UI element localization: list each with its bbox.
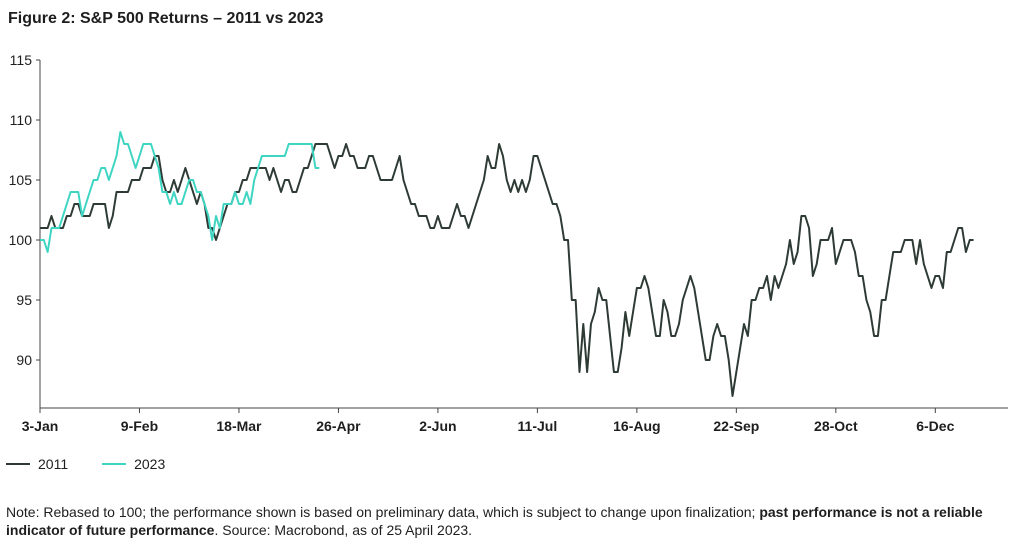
- legend-label: 2023: [134, 456, 166, 472]
- chart-title: Figure 2: S&P 500 Returns – 2011 vs 2023: [8, 10, 324, 27]
- legend-label: 2011: [38, 456, 69, 472]
- legend-swatch: [6, 463, 30, 465]
- series-line-2023: [40, 131, 320, 253]
- x-tick-label: 22-Sep: [713, 418, 759, 434]
- footnote: Note: Rebased to 100; the performance sh…: [6, 503, 1006, 539]
- y-tick-label: 110: [10, 112, 33, 128]
- y-tick-label: 105: [9, 172, 33, 188]
- note-bold: past performance is not a reliable indic…: [6, 504, 983, 538]
- legend-item-2011: 2011: [6, 456, 68, 472]
- y-tick-label: 115: [10, 52, 33, 68]
- note-suffix: . Source: Macrobond, as of 25 April 2023…: [214, 522, 473, 538]
- note-prefix: Note: Rebased to 100; the performance sh…: [6, 504, 760, 520]
- series-line-2011: [40, 143, 974, 397]
- x-tick-label: 6-Dec: [916, 418, 954, 434]
- x-tick-label: 16-Aug: [613, 418, 660, 434]
- axes: 90 95 100 105 110 115 3-Jan 9-Feb 18-Mar 26-Apr 2-…: [9, 52, 1008, 434]
- x-tick-label: 28-Oct: [814, 418, 858, 434]
- legend: 2011 2023: [6, 456, 165, 472]
- line-chart: 90 95 100 105 110 115 3-Jan 9-Feb 18-Mar 26-Apr 2-…: [9, 52, 1008, 434]
- legend-item-2023: 2023: [102, 456, 165, 472]
- x-tick-label: 9-Feb: [121, 418, 158, 434]
- x-tick-label: 11-Jul: [518, 418, 558, 434]
- x-tick-label: 3-Jan: [22, 418, 59, 434]
- series-layer: [40, 131, 974, 397]
- y-tick-label: 95: [16, 292, 32, 308]
- x-tick-label: 2-Jun: [419, 418, 456, 434]
- y-tick-label: 100: [9, 232, 33, 248]
- y-tick-label: 90: [16, 352, 32, 368]
- x-tick-label: 18-Mar: [216, 418, 262, 434]
- legend-swatch: [102, 463, 127, 465]
- x-tick-label: 26-Apr: [316, 418, 361, 434]
